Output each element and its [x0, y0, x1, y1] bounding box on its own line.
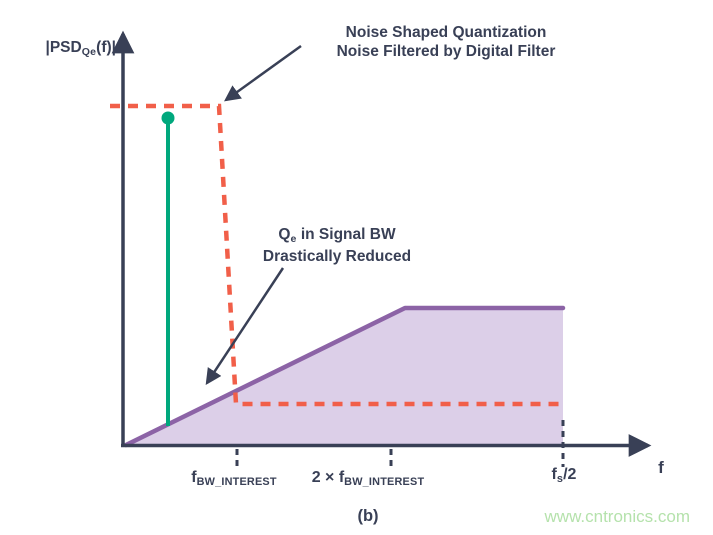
annotation-filtered-noise-line2: Noise Filtered by Digital Filter [336, 42, 556, 60]
x-tick-label-fs-over-2: fs/2 [524, 466, 604, 489]
filtered-noise-dashed-curve [110, 103, 563, 407]
y-axis-label-suffix: (f)| [96, 39, 116, 56]
annotation-qe-reduced-line2: Drastically Reduced [262, 248, 412, 266]
y-axis-label: |PSDQe(f)| [20, 39, 117, 61]
x-axis-label: f [658, 458, 664, 477]
fs2-suffix: /2 [563, 466, 577, 483]
annotation-qe-reduced: Qe in Signal BW Drastically Reduced [237, 226, 437, 267]
y-axis-label-sub: Qe [81, 45, 97, 58]
arrow-qe-reduced-annotation [205, 267, 285, 386]
watermark-text: www.cntronics.com [544, 507, 690, 526]
x-tick-label-fbw-interest: fBW_INTEREST [154, 469, 314, 492]
figure-caption: (b) [357, 507, 379, 525]
signal-tone-marker [161, 111, 175, 125]
fbw2-sub: BW_INTEREST [344, 476, 425, 489]
annotation-qe-rest: in Signal BW [296, 226, 396, 243]
arrow-filtered-noise-annotation [224, 44, 302, 102]
annotation-filtered-noise-line1: Noise Shaped Quantization [345, 24, 547, 41]
annotation-filtered-noise: Noise Shaped Quantization Noise Filtered… [266, 24, 626, 61]
fs2-sub: s [556, 473, 564, 486]
x-tick-label-2x-fbw-interest: 2 × fBW_INTEREST [288, 469, 448, 492]
annotation-qe-q: Q [278, 226, 291, 243]
fs2-prefix: f [551, 466, 557, 483]
shaped-noise-outline [123, 305, 566, 448]
fbw-sub: BW_INTEREST [196, 476, 277, 489]
shaped-noise-filled-region [126, 308, 563, 445]
fbw2-main: 2 × f [311, 469, 345, 486]
annotation-qe-reduced-line1: Qe in Signal BW [237, 226, 437, 248]
annotation-qe-sub: e [290, 232, 297, 245]
fbw-main: f [191, 469, 197, 486]
y-axis-label-prefix: |PSD [45, 39, 82, 56]
